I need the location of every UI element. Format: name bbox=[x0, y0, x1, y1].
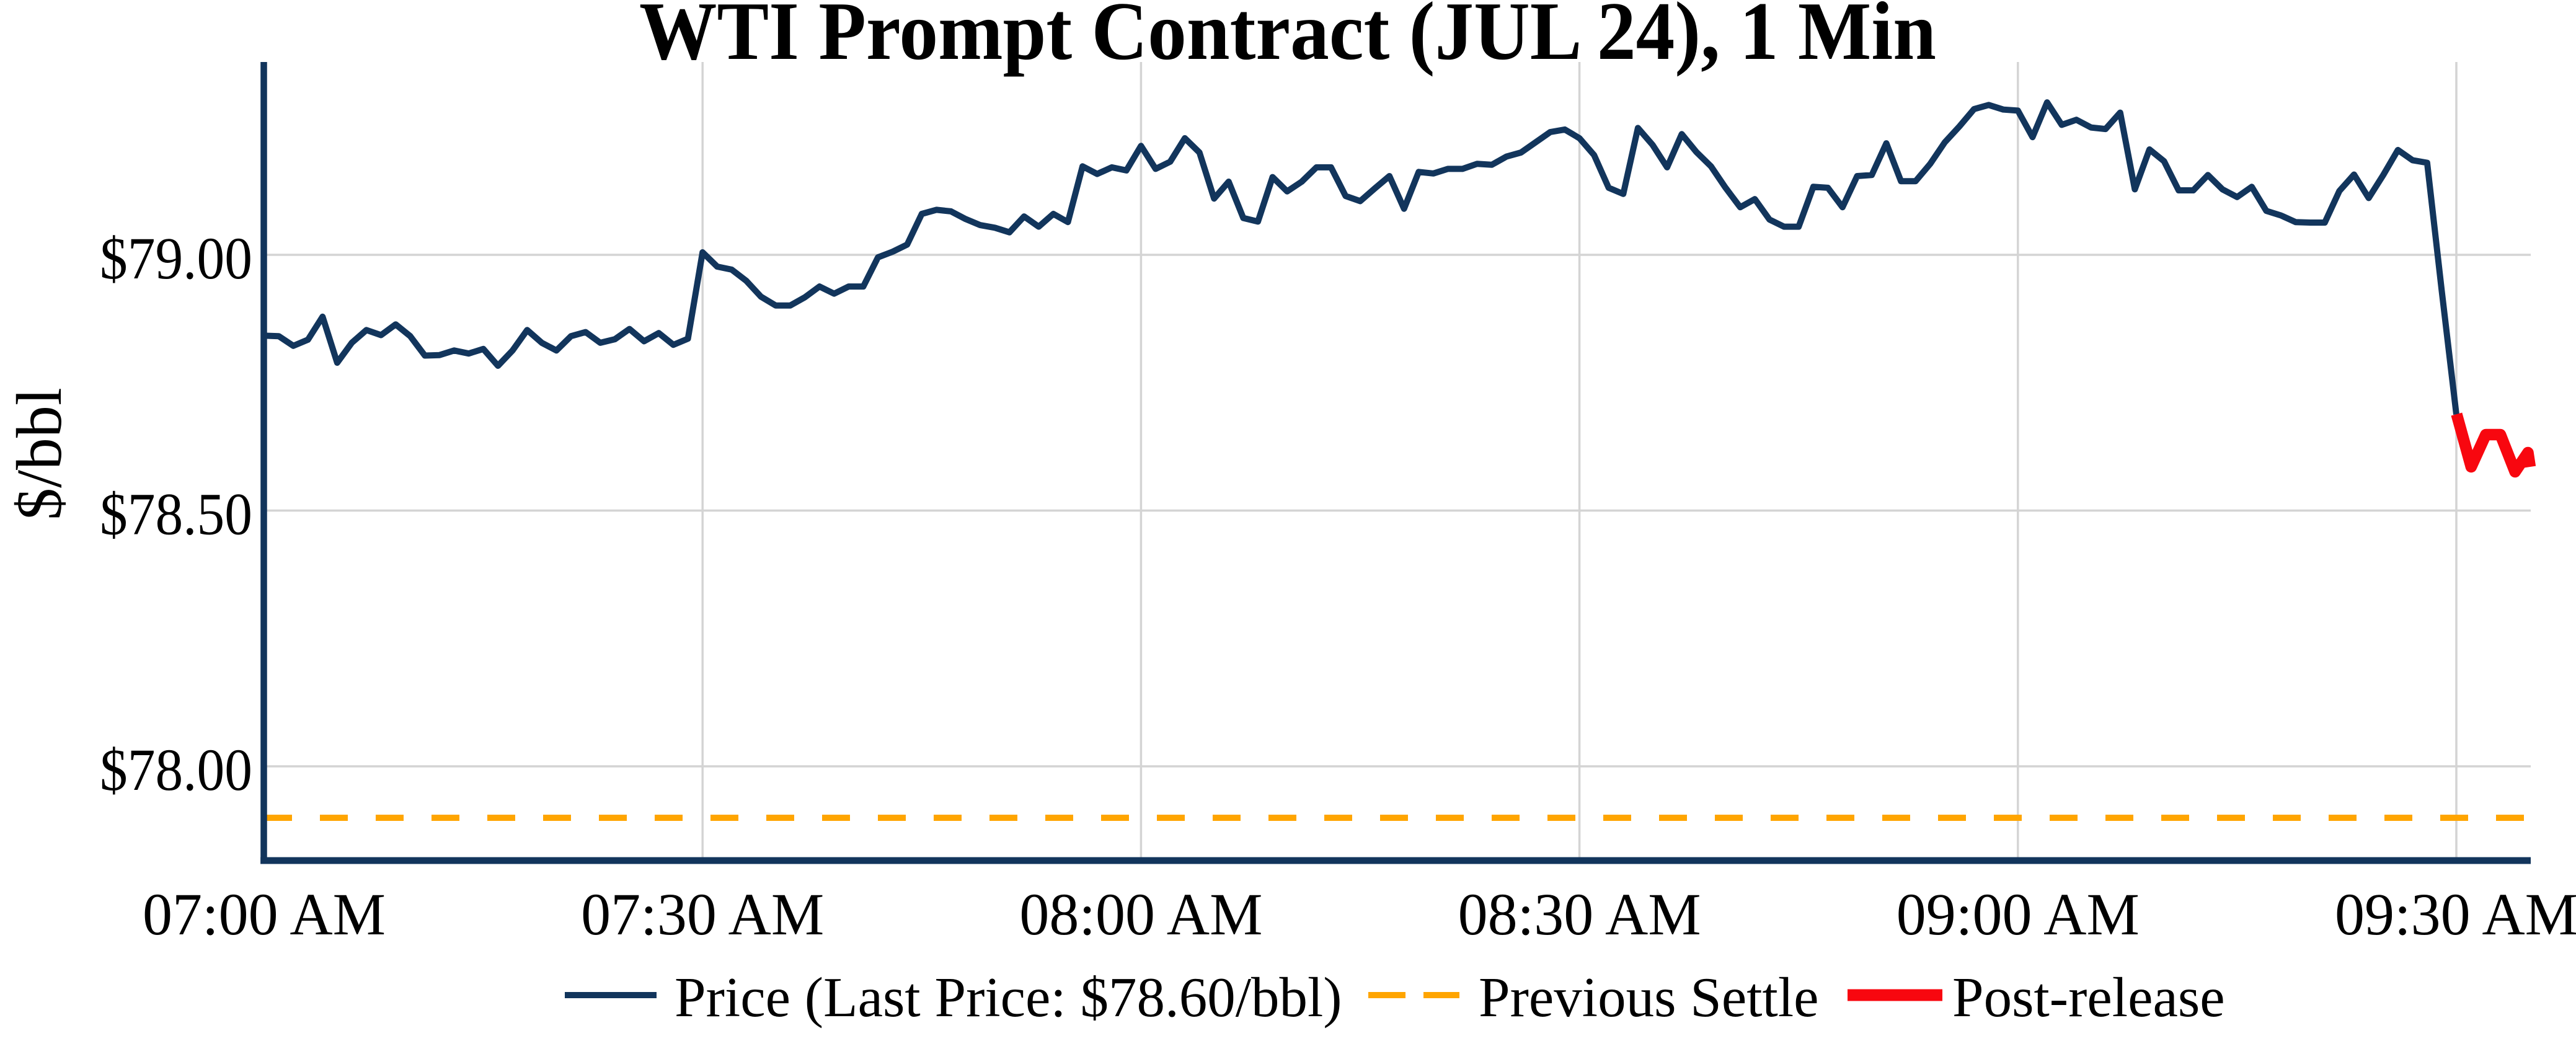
svg-text:$/bbl: $/bbl bbox=[4, 388, 75, 520]
svg-text:Previous Settle: Previous Settle bbox=[1479, 966, 1819, 1029]
svg-text:WTI Prompt Contract (JUL 24),: WTI Prompt Contract (JUL 24), 1 Min bbox=[639, 0, 1936, 77]
svg-text:08:30 AM: 08:30 AM bbox=[1458, 881, 1701, 947]
svg-text:Post-release: Post-release bbox=[1952, 966, 2225, 1029]
svg-text:09:00 AM: 09:00 AM bbox=[1897, 881, 2140, 947]
svg-text:$78.00: $78.00 bbox=[100, 737, 252, 803]
svg-text:07:00 AM: 07:00 AM bbox=[143, 881, 386, 947]
svg-text:$79.00: $79.00 bbox=[100, 225, 252, 291]
svg-text:07:30 AM: 07:30 AM bbox=[581, 881, 824, 947]
svg-text:08:00 AM: 08:00 AM bbox=[1019, 881, 1262, 947]
svg-text:$78.50: $78.50 bbox=[100, 481, 252, 547]
svg-text:09:30 AM: 09:30 AM bbox=[2335, 881, 2576, 947]
svg-text:Price (Last Price: $78.60/bbl): Price (Last Price: $78.60/bbl) bbox=[675, 966, 1342, 1029]
